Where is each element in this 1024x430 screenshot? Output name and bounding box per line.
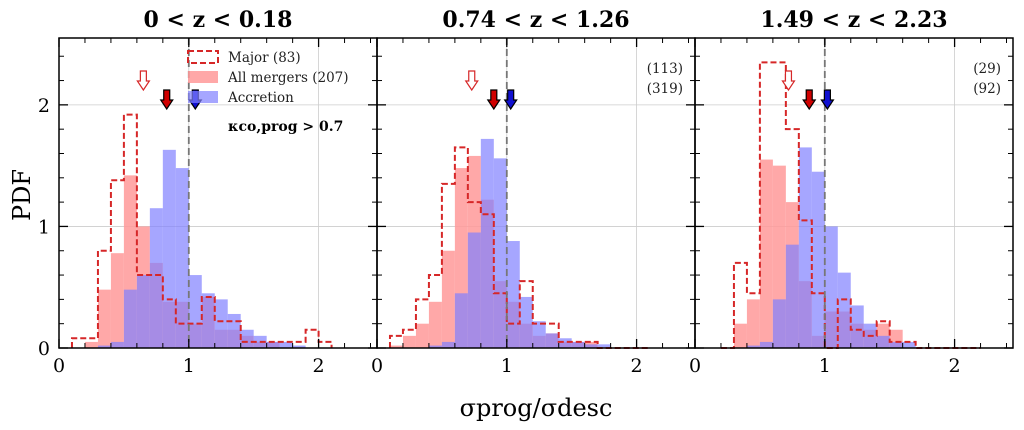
- panels-group: 0 1 2 0 1 2 0 < z < 0.18 Major (83) All mergers …: [38, 7, 1014, 377]
- all-mergers-median-arrow: [486, 89, 501, 111]
- panel-2: 0 1 2 0.74 < z < 1.26 (113) (319): [371, 7, 696, 377]
- major-outline: [70, 113, 333, 348]
- accretion-bar: [97, 345, 111, 348]
- accretion-bar: [597, 344, 611, 348]
- x-tick-label: 0: [53, 355, 65, 377]
- accretion-bar: [201, 293, 215, 348]
- all-mergers-bar: [97, 289, 111, 348]
- all-mergers-median-arrow: [159, 89, 174, 111]
- all-mergers-bar: [84, 341, 98, 348]
- accretion-bar: [240, 329, 254, 348]
- accretion-bar: [532, 321, 546, 348]
- accretion-bar: [480, 138, 494, 348]
- accretion-median-arrow: [503, 89, 518, 111]
- x-tick-label: 1: [501, 355, 513, 377]
- all-mergers-bar: [415, 323, 429, 348]
- major-median-arrow: [781, 70, 796, 92]
- accretion-bar: [850, 305, 864, 348]
- accretion-bar: [584, 344, 598, 348]
- accretion-bar: [811, 171, 825, 348]
- legend-label-major: Major (83): [228, 50, 301, 66]
- accretion-bar: [545, 333, 559, 348]
- accretion-bar: [493, 158, 507, 348]
- x-tick-label: 1: [819, 355, 831, 377]
- accretion-bar: [571, 341, 585, 348]
- accretion-bar: [110, 341, 124, 348]
- accretion-bar: [227, 313, 241, 348]
- accretion-bar: [175, 168, 189, 348]
- legend-swatch-major: [187, 50, 219, 64]
- panel-count: (319): [647, 81, 683, 97]
- accretion-bar: [149, 208, 163, 348]
- annotation: κco,prog > 0.7: [228, 119, 343, 135]
- y-tick-label: 0: [38, 338, 50, 360]
- accretion-bar: [902, 341, 916, 348]
- accretion-bar: [746, 345, 760, 348]
- accretion-bar: [772, 299, 786, 348]
- accretion-bar: [798, 147, 812, 348]
- all-mergers-bar: [428, 301, 442, 348]
- all-mergers-bar: [110, 253, 124, 348]
- accretion-bar: [454, 293, 468, 348]
- accretion-bar: [292, 345, 306, 348]
- accretion-bar: [279, 341, 293, 348]
- x-tick-label: 0: [689, 355, 701, 377]
- all-mergers-median-arrow: [802, 89, 817, 111]
- accretion-bar: [123, 289, 137, 348]
- accretion-bar: [519, 296, 533, 348]
- all-mergers-bar: [389, 345, 403, 348]
- legend-swatch-all_mergers: [188, 71, 218, 83]
- panel-count: (92): [973, 81, 1001, 97]
- legend: Major (83) All mergers (207) Accretion: [187, 50, 349, 106]
- legend-label-all_mergers: All mergers (207): [227, 70, 349, 86]
- accretion-bar: [759, 341, 773, 348]
- y-axis-label: PDF: [8, 169, 36, 221]
- all-mergers-bar: [733, 323, 747, 348]
- accretion-bar: [266, 341, 280, 348]
- y-tick-label: 1: [38, 216, 50, 238]
- accretion-bar: [824, 226, 838, 348]
- panel-frame: [694, 37, 1014, 349]
- accretion-median-arrow: [820, 89, 835, 111]
- x-tick-label: 2: [631, 355, 643, 377]
- panel-title: 0 < z < 0.18: [144, 7, 293, 33]
- major-median-arrow: [136, 70, 151, 92]
- legend-swatch-accretion: [188, 91, 218, 103]
- legend-label-accretion: Accretion: [227, 90, 294, 106]
- accretion-bar: [162, 149, 176, 348]
- major-median-arrow: [464, 70, 479, 92]
- panel-title: 1.49 < z < 2.23: [760, 7, 947, 33]
- accretion-bar: [506, 241, 520, 348]
- panel-3: 0 1 2 1.49 < z < 2.23 (29) (92): [689, 7, 1014, 377]
- panel-count: (113): [647, 61, 683, 77]
- y-tick-label: 2: [38, 95, 50, 117]
- accretion-bar: [214, 299, 228, 348]
- panel-count: (29): [973, 61, 1001, 77]
- accretion-bar: [467, 232, 481, 348]
- all-mergers-bar: [746, 299, 760, 348]
- panel-title: 0.74 < z < 1.26: [442, 7, 629, 33]
- accretion-bar: [889, 341, 903, 348]
- accretion-bar: [441, 341, 455, 348]
- all-mergers-bar: [441, 250, 455, 348]
- accretion-bar: [558, 338, 572, 348]
- accretion-bar: [188, 275, 202, 348]
- major-outline: [720, 61, 981, 349]
- accretion-bar: [876, 335, 890, 348]
- accretion-bar: [785, 244, 799, 348]
- x-tick-label: 2: [949, 355, 961, 377]
- x-tick-label: 2: [313, 355, 325, 377]
- x-axis-label: σprog/σdesc: [460, 394, 613, 422]
- major-outline: [388, 146, 650, 349]
- accretion-bar: [428, 345, 442, 348]
- panel-1: 0 1 2 0 1 2 0 < z < 0.18 Major (83) All mergers …: [38, 7, 378, 377]
- all-mergers-bar: [402, 335, 416, 348]
- x-tick-label: 1: [183, 355, 195, 377]
- accretion-bar: [136, 275, 150, 348]
- accretion-bar: [837, 272, 851, 348]
- x-tick-label: 0: [371, 355, 383, 377]
- all-mergers-bar: [759, 159, 773, 348]
